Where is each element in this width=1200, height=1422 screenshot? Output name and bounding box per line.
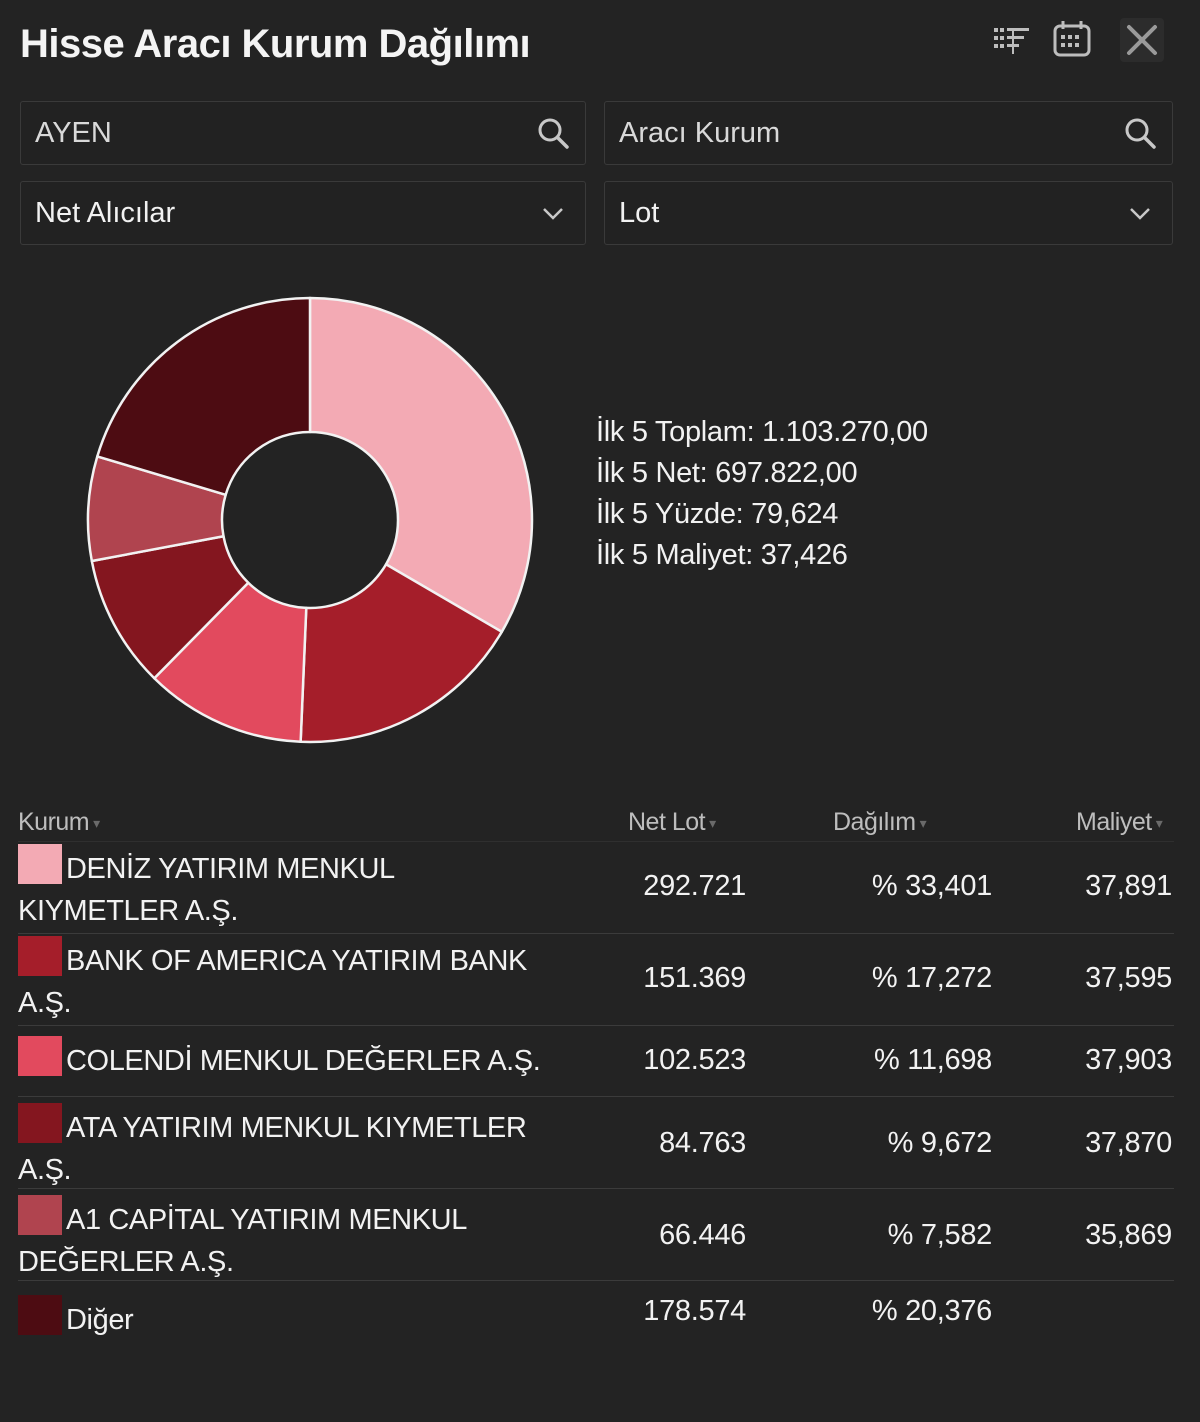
row-dagilim: % 11,698 — [874, 1044, 992, 1076]
top5-net: İlk 5 Net: 697.822,00 — [596, 457, 858, 489]
row-dagilim: % 7,582 — [887, 1219, 993, 1251]
donut-slice[interactable] — [96, 296, 312, 497]
calendar-icon[interactable] — [1050, 18, 1094, 62]
row-color-swatch — [18, 1295, 62, 1335]
direction-select[interactable]: Net Alıcılar — [20, 181, 586, 245]
table-header: Kurum ▾ Net Lot ▾ Dağılım ▾ Maliyet ▾ — [18, 800, 1174, 842]
row-dagilim: % 33,401 — [871, 870, 992, 902]
row-maliyet: 37,870 — [1085, 1127, 1172, 1159]
row-maliyet: 37,903 — [1085, 1044, 1172, 1076]
row-broker-name: ATA YATIRIM MENKUL KIYMETLER A.Ş. — [18, 1103, 578, 1191]
direction-select-value: Net Alıcılar — [35, 196, 176, 229]
broker-search-placeholder: Aracı Kurum — [619, 116, 781, 149]
table-row[interactable]: DENİZ YATIRIM MENKUL KIYMETLER A.Ş. 292.7… — [18, 842, 1174, 934]
filter-list-icon[interactable] — [990, 18, 1034, 62]
row-color-swatch — [18, 1103, 62, 1143]
search-icon[interactable] — [1122, 115, 1158, 151]
row-maliyet: 35,869 — [1085, 1219, 1172, 1251]
row-net-lot: 151.369 — [643, 962, 746, 994]
row-dagilim: % 20,376 — [871, 1295, 992, 1327]
broker-search-field[interactable]: Aracı Kurum — [604, 101, 1173, 165]
row-color-swatch — [18, 936, 62, 976]
top5-total: İlk 5 Toplam: 1.103.270,00 — [596, 416, 928, 448]
page-title: Hisse Aracı Kurum Dağılımı — [20, 22, 531, 66]
row-color-swatch — [18, 1036, 62, 1076]
symbol-search-value: AYEN — [35, 116, 112, 149]
row-broker-name: DENİZ YATIRIM MENKUL KIYMETLER A.Ş. — [18, 844, 578, 932]
chevron-down-icon — [1122, 195, 1158, 231]
close-button[interactable] — [1120, 18, 1164, 62]
donut-slice[interactable] — [308, 296, 534, 634]
row-dagilim: % 9,672 — [887, 1127, 993, 1159]
donut-chart — [60, 270, 560, 770]
row-broker-name: BANK OF AMERICA YATIRIM BANK A.Ş. — [18, 936, 578, 1024]
search-icon[interactable] — [535, 115, 571, 151]
row-color-swatch — [18, 844, 62, 884]
chevron-down-icon — [535, 195, 571, 231]
row-net-lot: 84.763 — [659, 1127, 746, 1159]
row-net-lot: 178.574 — [643, 1295, 746, 1327]
unit-select-value: Lot — [619, 196, 660, 229]
column-header-net-lot[interactable]: Net Lot ▾ — [628, 808, 716, 836]
table-row[interactable]: A1 CAPİTAL YATIRIM MENKUL DEĞERLER A.Ş. 6… — [18, 1189, 1174, 1281]
symbol-search-field[interactable]: AYEN — [20, 101, 586, 165]
row-broker-name: A1 CAPİTAL YATIRIM MENKUL DEĞERLER A.Ş. — [18, 1195, 578, 1283]
row-broker-name: COLENDİ MENKUL DEĞERLER A.Ş. — [18, 1036, 578, 1082]
row-dagilim: % 17,272 — [871, 962, 992, 994]
row-maliyet: 37,595 — [1085, 962, 1172, 994]
row-net-lot: 292.721 — [643, 870, 746, 902]
row-broker-name: Diğer — [18, 1295, 578, 1341]
row-maliyet: 37,891 — [1085, 870, 1172, 902]
donut-slice[interactable] — [153, 581, 308, 744]
top5-percent: İlk 5 Yüzde: 79,624 — [596, 498, 839, 530]
unit-select[interactable]: Lot — [604, 181, 1173, 245]
table-row[interactable]: ATA YATIRIM MENKUL KIYMETLER A.Ş. 84.763 … — [18, 1097, 1174, 1189]
table-row[interactable]: BANK OF AMERICA YATIRIM BANK A.Ş. 151.369… — [18, 934, 1174, 1026]
column-header-maliyet[interactable]: Maliyet ▾ — [1076, 808, 1163, 836]
donut-slice[interactable] — [299, 563, 504, 744]
row-net-lot: 102.523 — [643, 1044, 746, 1076]
column-header-kurum[interactable]: Kurum ▾ — [18, 808, 100, 836]
top5-cost: İlk 5 Maliyet: 37,426 — [596, 539, 848, 571]
donut-chart-svg — [86, 296, 534, 744]
row-color-swatch — [18, 1195, 62, 1235]
top5-summary: İlk 5 Toplam: 1.103.270,00 İlk 5 Net: 69… — [596, 412, 928, 576]
column-header-dagilim[interactable]: Dağılım ▾ — [833, 808, 927, 836]
table-row[interactable]: Diğer 178.574 % 20,376 — [18, 1281, 1174, 1351]
table-row[interactable]: COLENDİ MENKUL DEĞERLER A.Ş. 102.523 % 1… — [18, 1026, 1174, 1097]
broker-table: Kurum ▾ Net Lot ▾ Dağılım ▾ Maliyet ▾ DENİZ … — [18, 800, 1174, 1351]
close-icon — [1127, 25, 1157, 55]
panel-header: Hisse Aracı Kurum Dağılımı — [0, 0, 1200, 92]
row-net-lot: 66.446 — [659, 1219, 746, 1251]
